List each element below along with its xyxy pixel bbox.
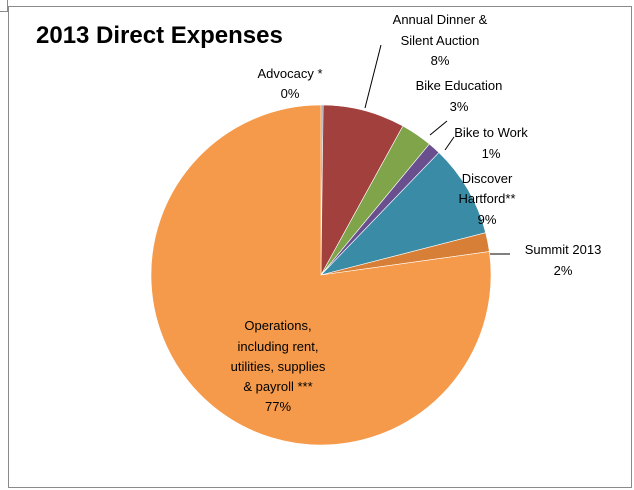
leader-line-3: [444, 136, 455, 151]
corner-mark: [0, 0, 8, 12]
slice-label-3: Bike to Work 1%: [454, 125, 528, 161]
pie-slice-6: [150, 104, 492, 446]
slice-label-6: Operations, including rent, utilities, sup…: [231, 318, 326, 414]
slice-label-5: Summit 2013 2%: [525, 242, 602, 278]
leader-line-2: [429, 120, 448, 136]
slice-label-0: Advocacy * 0%: [257, 66, 322, 101]
slice-label-2: Bike Education 3%: [416, 78, 503, 114]
slice-label-1: Annual Dinner & Silent Auction 8%: [393, 12, 488, 68]
pie-slice-4: [320, 152, 487, 276]
leader-line-1: [364, 44, 382, 109]
chart-title: 2013 Direct Expenses: [36, 22, 283, 49]
slice-label-4: Discover Hartford** 9%: [458, 171, 515, 227]
